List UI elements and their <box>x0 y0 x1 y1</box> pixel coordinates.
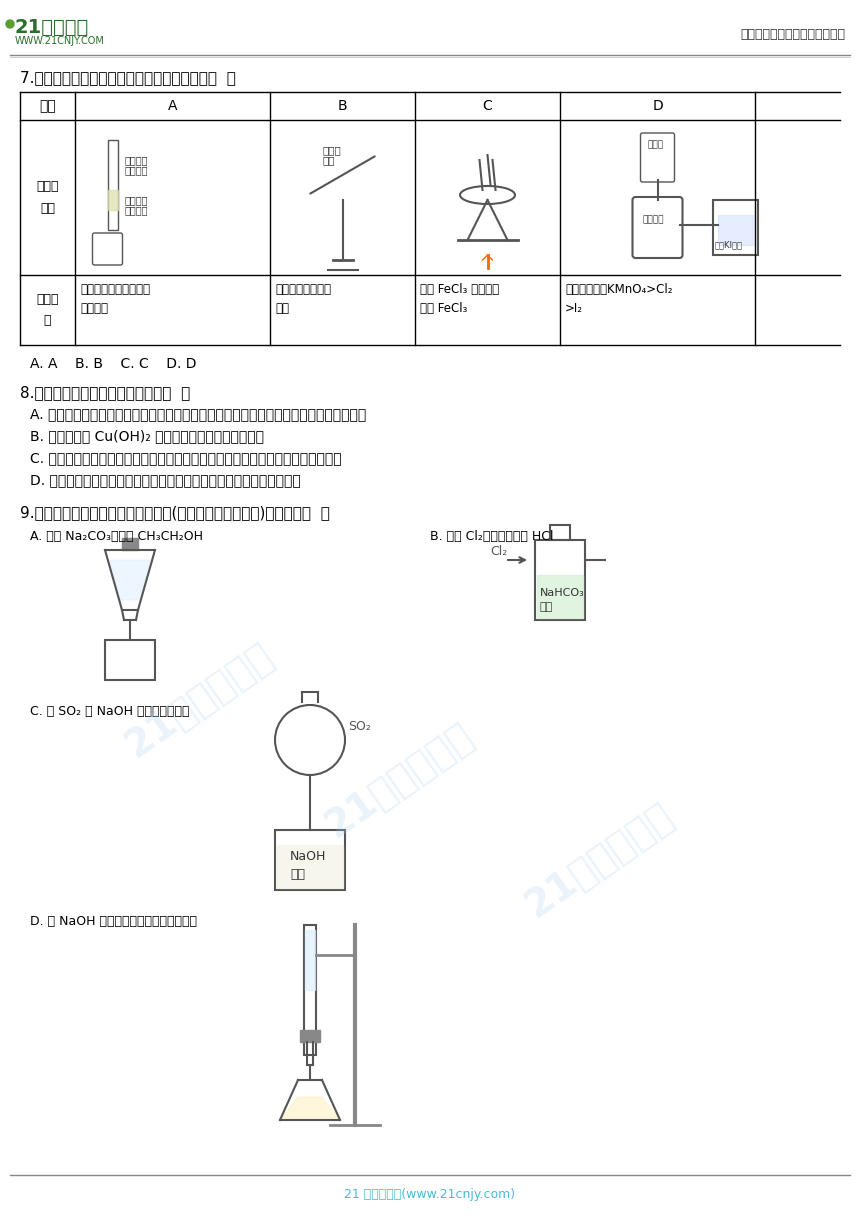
Text: Cl₂: Cl₂ <box>490 545 507 558</box>
Text: NaOH
溶液: NaOH 溶液 <box>290 850 327 882</box>
Text: A. 分离 Na₂CO₃溶液和 CH₃CH₂OH: A. 分离 Na₂CO₃溶液和 CH₃CH₂OH <box>30 530 203 544</box>
Text: 用于实验室里制备
氨气: 用于实验室里制备 氨气 <box>275 283 331 315</box>
Text: 21世纪教育: 21世纪教育 <box>15 18 89 36</box>
Text: 检验乙醇催化氧化产物
中有乙醛: 检验乙醇催化氧化产物 中有乙醛 <box>80 283 150 315</box>
Bar <box>277 845 343 888</box>
Text: A: A <box>168 98 177 113</box>
Text: A. 分离及检验海带中的碘元素时，需要向海带灰的浸取液中加入少量硫酸和过氧化氢溶液: A. 分离及检验海带中的碘元素时，需要向海带灰的浸取液中加入少量硫酸和过氧化氢溶… <box>30 407 366 421</box>
Text: 7.下列实验装置或操作能达到相应实验的的是（  ）: 7.下列实验装置或操作能达到相应实验的的是（ ） <box>20 71 236 85</box>
Text: 预期目
的: 预期目 的 <box>36 293 58 327</box>
Text: 8.下列有关实验的说法，错误的是（  ）: 8.下列有关实验的说法，错误的是（ ） <box>20 385 190 400</box>
Text: C: C <box>482 98 493 113</box>
Bar <box>300 1030 320 1042</box>
Bar <box>712 199 758 255</box>
Polygon shape <box>282 1097 338 1118</box>
Bar <box>122 537 138 550</box>
Text: B: B <box>338 98 347 113</box>
Text: 9.完成下列实验所选择的装置或仪器(夹持装置部分已略去)正确的是（  ）: 9.完成下列实验所选择的装置或仪器(夹持装置部分已略去)正确的是（ ） <box>20 505 330 520</box>
Text: 探究氧化性：KMnO₄>Cl₂
>I₂: 探究氧化性：KMnO₄>Cl₂ >I₂ <box>565 283 673 315</box>
Text: D. 用 NaOH 标准溶液滴定锥形瓶中的盐酸: D. 用 NaOH 标准溶液滴定锥形瓶中的盐酸 <box>30 914 197 928</box>
Text: 淀粉KI溶液: 淀粉KI溶液 <box>715 240 742 249</box>
Text: 浓盐酸: 浓盐酸 <box>648 140 664 150</box>
Bar <box>305 930 315 990</box>
Polygon shape <box>110 561 150 599</box>
Text: B. 可用新制的 Cu(OH)₂ 悬浊液检验牙膏中存在的甘油: B. 可用新制的 Cu(OH)₂ 悬浊液检验牙膏中存在的甘油 <box>30 429 264 443</box>
Text: D. 将移液管中液体放出时，移液管不能与容器内壁接触，以免污染试剂: D. 将移液管中液体放出时，移液管不能与容器内壁接触，以免污染试剂 <box>30 473 301 486</box>
Text: D: D <box>652 98 663 113</box>
Text: 21 世纪教育网(www.21cnjy.com): 21 世纪教育网(www.21cnjy.com) <box>345 1188 515 1201</box>
Text: B. 除去 Cl₂中含有的少量 HCl: B. 除去 Cl₂中含有的少量 HCl <box>430 530 554 544</box>
Bar <box>105 640 155 680</box>
Text: A. A    B. B    C. C    D. D: A. A B. B C. C D. D <box>30 358 196 371</box>
Text: 氧化产物: 氧化产物 <box>125 206 148 215</box>
Text: 晶体: 晶体 <box>322 154 335 165</box>
Text: 氧化铵: 氧化铵 <box>322 145 341 154</box>
Text: 21世纪教育网: 21世纪教育网 <box>119 635 281 765</box>
Text: 21世纪教育网: 21世纪教育网 <box>319 715 481 845</box>
Bar <box>304 925 316 1055</box>
Bar <box>550 525 570 540</box>
Text: 蒸干 FeCl₃ 溶液制备
无水 FeCl₃: 蒸干 FeCl₃ 溶液制备 无水 FeCl₃ <box>420 283 499 315</box>
Text: 高锰酸钾: 高锰酸钾 <box>642 215 664 224</box>
Text: C. 做 SO₂ 与 NaOH 溶液的喷泉实验: C. 做 SO₂ 与 NaOH 溶液的喷泉实验 <box>30 705 189 717</box>
Bar <box>275 831 345 890</box>
Text: NaHCO₃
溶液: NaHCO₃ 溶液 <box>540 589 585 612</box>
Bar <box>537 575 583 618</box>
Text: 选项: 选项 <box>39 98 56 113</box>
Text: 装置或
操作: 装置或 操作 <box>36 180 58 214</box>
Bar <box>108 190 118 210</box>
Text: 酸性重铬: 酸性重铬 <box>125 154 148 165</box>
Bar <box>535 540 585 620</box>
Circle shape <box>6 19 14 28</box>
Text: 21世纪教育网: 21世纪教育网 <box>519 795 681 924</box>
Text: WWW.21CNJY.COM: WWW.21CNJY.COM <box>15 36 105 46</box>
Bar <box>717 215 752 244</box>
Text: 乙醇催化: 乙醇催化 <box>125 195 148 206</box>
Text: 酸钾溶液: 酸钾溶液 <box>125 165 148 175</box>
Text: SO₂: SO₂ <box>348 720 371 733</box>
Text: 中小学教育资源及组卷应用平台: 中小学教育资源及组卷应用平台 <box>740 28 845 41</box>
Bar <box>108 140 118 230</box>
Text: C. 实验时酸或碱溅到眼中，应立即用水反复冲洗，并不断眨眼，不能用手揉搓眼睛: C. 实验时酸或碱溅到眼中，应立即用水反复冲洗，并不断眨眼，不能用手揉搓眼睛 <box>30 451 341 465</box>
